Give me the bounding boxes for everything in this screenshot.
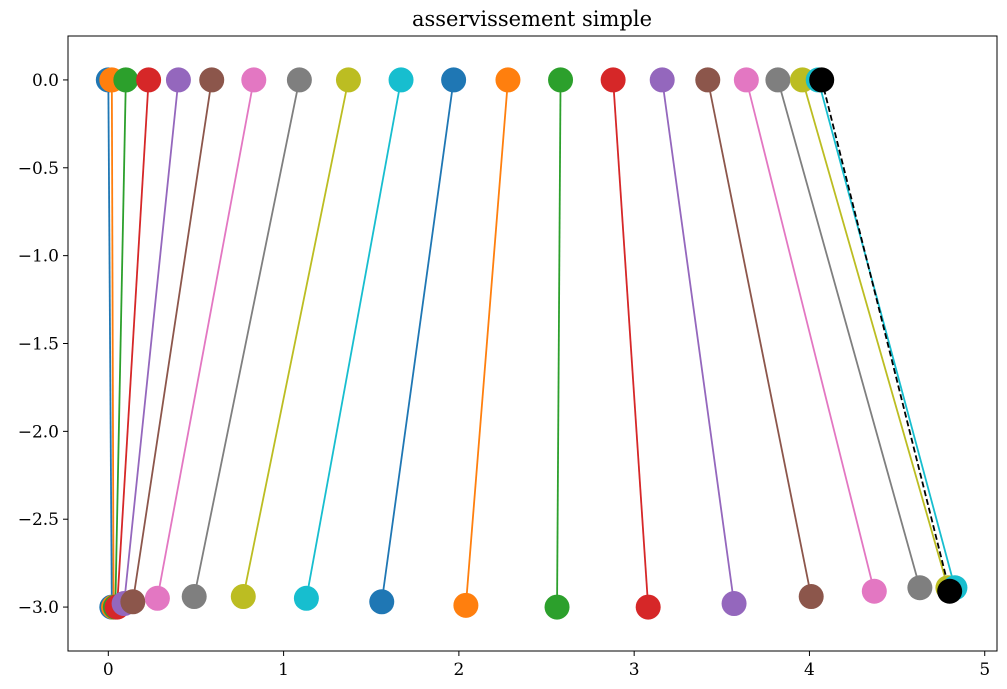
plot-frame	[67, 35, 998, 652]
series-11-top-point	[441, 67, 467, 93]
series-14-bottom-point	[635, 594, 661, 620]
series-9-bottom-point	[230, 584, 256, 610]
series-8-line	[193, 79, 301, 597]
series-14-line	[612, 79, 650, 608]
reference-top-point	[809, 67, 835, 93]
x-tick-label: 5	[979, 660, 990, 680]
series-8-bottom-point	[181, 584, 207, 610]
series-17-bottom-point	[861, 578, 887, 604]
x-axis: 0 1 2 3 4 5	[103, 651, 990, 680]
series-18-bottom-point	[907, 575, 933, 601]
y-tick-label: −2.5	[18, 510, 59, 530]
x-tick-label: 4	[804, 660, 815, 680]
series-1-line	[107, 79, 113, 608]
series-13-top-point	[548, 67, 574, 93]
series-13-bottom-point	[544, 594, 570, 620]
x-tick-label: 2	[453, 660, 464, 680]
y-tick-label: −3.0	[18, 598, 59, 618]
series-2-line	[110, 79, 115, 608]
series-11-bottom-point	[369, 589, 395, 615]
series-13-line	[556, 79, 562, 608]
series-18-line	[777, 79, 921, 588]
reference-line	[820, 79, 951, 592]
series-11-line	[380, 79, 455, 602]
y-axis: 0.0 −0.5 −1.0 −1.5 −2.0 −2.5 −3.0	[18, 71, 68, 618]
y-tick-label: −2.0	[18, 422, 59, 442]
series-5-line	[123, 79, 180, 604]
series-18-top-point	[765, 67, 791, 93]
x-tick-label: 1	[278, 660, 289, 680]
series-16-top-point	[695, 67, 721, 93]
series-4-line	[116, 79, 150, 608]
series-10-line	[305, 79, 402, 599]
series-3-top-point	[113, 67, 139, 93]
y-tick-label: −1.5	[18, 335, 59, 355]
series-14-top-point	[600, 67, 626, 93]
y-tick-label: −1.0	[18, 247, 59, 267]
series-3-line	[114, 79, 127, 608]
series-6-bottom-point	[120, 589, 146, 615]
chart-title: asservissement simple	[412, 7, 652, 31]
series-5-top-point	[165, 67, 191, 93]
series-17-line	[745, 79, 876, 592]
series-10-top-point	[388, 67, 414, 93]
reference-bottom-point	[937, 578, 963, 604]
series-7-line	[156, 79, 255, 599]
series-6-top-point	[199, 67, 225, 93]
series-7-top-point	[241, 67, 267, 93]
series-7-bottom-point	[144, 585, 170, 611]
series-15-bottom-point	[721, 591, 747, 617]
series-19-line	[801, 79, 949, 588]
series-15-line	[661, 79, 735, 604]
series-12-line	[464, 79, 509, 606]
series-9-top-point	[335, 67, 361, 93]
series-10-bottom-point	[293, 585, 319, 611]
series-20-line	[817, 79, 956, 588]
y-tick-label: −0.5	[18, 159, 59, 179]
x-tick-label: 0	[103, 660, 114, 680]
series-8-top-point	[286, 67, 312, 93]
y-tick-label: 0.0	[32, 71, 59, 91]
series-12-bottom-point	[453, 592, 479, 618]
series-9-line	[242, 79, 350, 597]
series-16-bottom-point	[798, 584, 824, 610]
series-15-top-point	[649, 67, 675, 93]
series-6-line	[131, 79, 213, 602]
series-4-top-point	[136, 67, 162, 93]
series-12-top-point	[495, 67, 521, 93]
plot-area	[95, 67, 968, 620]
series-17-top-point	[733, 67, 759, 93]
series-16-line	[706, 79, 813, 597]
x-tick-label: 3	[629, 660, 640, 680]
